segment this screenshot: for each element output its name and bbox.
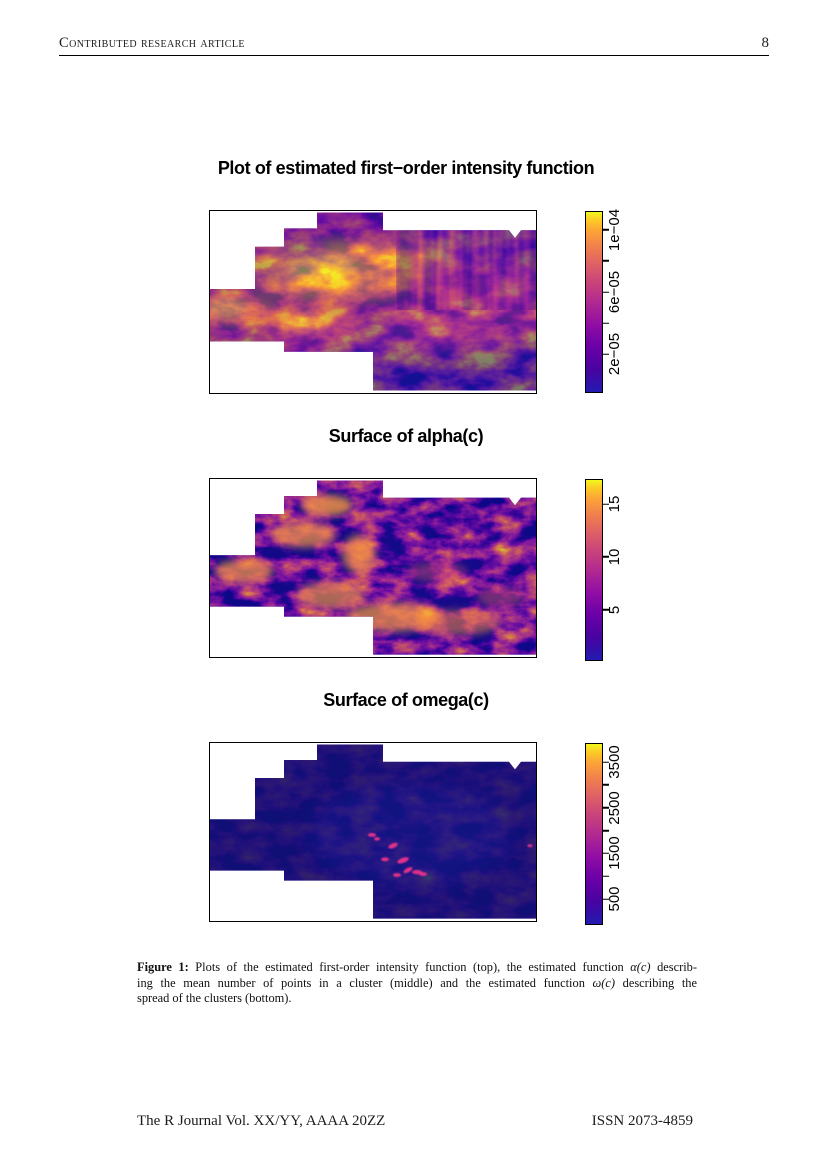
colorbar-tick-label: 500 <box>606 886 623 912</box>
colorbar-tick <box>603 260 609 262</box>
header-title: Contributed research article <box>59 35 245 51</box>
colorbar-tick-label: 6e−05 <box>606 271 623 314</box>
colorbar-gradient <box>585 211 603 393</box>
colorbar-ticks: 5 10 15 <box>603 480 645 658</box>
figure-caption: Figure 1: Plots of the estimated first-o… <box>137 960 697 1007</box>
colorbar-tick <box>603 898 609 900</box>
plot-frame <box>209 210 537 394</box>
caption-line: ing the mean number of points in a clust… <box>137 975 697 990</box>
colorbar-tick <box>603 353 609 356</box>
footer-issn: ISSN 2073-4859 <box>591 1113 693 1129</box>
high-value-specks <box>368 832 533 877</box>
colorbar-tick-label: 1500 <box>606 836 623 871</box>
caption-line: spread of the clusters (bottom). <box>137 991 292 1006</box>
figure-omega: Surface of omega(c) 500 1500 2500 3500 <box>209 690 645 926</box>
colorbar-gradient <box>585 743 603 925</box>
colorbar-ticks: 500 1500 2500 3500 <box>603 744 645 922</box>
plot-title-omega: Surface of omega(c) <box>323 690 489 710</box>
colorbar-tick <box>603 555 609 558</box>
colorbar-intensity: 2e−05 6e−05 1e−04 <box>585 208 645 393</box>
header-rule <box>59 55 769 56</box>
colorbar-tick-label: 15 <box>606 495 623 513</box>
colorbar-tick <box>603 291 609 293</box>
footer-journal: The R Journal Vol. XX/YY, AAAA 20ZZ <box>137 1113 386 1129</box>
figure-alpha: Surface of alpha(c) 5 10 15 <box>209 426 645 662</box>
plot-frame <box>209 478 537 658</box>
plot-frame <box>209 742 537 922</box>
colorbar-tick <box>603 761 609 763</box>
heatmap-intensity <box>209 210 537 394</box>
colorbar-tick <box>603 807 609 809</box>
page-header: Contributed research article 8 <box>59 35 769 52</box>
heatmap-alpha <box>209 478 537 658</box>
caption-line: Figure 1: Plots of the estimated first-o… <box>137 960 697 974</box>
colorbar-tick-label: 3500 <box>606 745 623 779</box>
colorbar-tick <box>603 829 609 832</box>
colorbar-tick-label: 1e−04 <box>606 208 623 251</box>
colorbar-tick <box>603 609 609 611</box>
page-footer: The R Journal Vol. XX/YY, AAAA 20ZZ ISSN… <box>137 1113 693 1130</box>
figure-intensity: Plot of estimated first−order intensity … <box>209 158 645 394</box>
colorbar-tick-label: 10 <box>606 548 623 565</box>
colorbar-tick-label: 2e−05 <box>606 333 623 376</box>
colorbar-tick <box>603 503 609 505</box>
colorbar-tick <box>603 322 609 324</box>
colorbar-tick <box>603 852 609 855</box>
plot-title-intensity: Plot of estimated first−order intensity … <box>217 158 595 178</box>
colorbar-alpha: 5 10 15 <box>585 479 645 661</box>
colorbar-gradient <box>585 479 603 661</box>
colorbar-tick-label: 2500 <box>606 791 623 825</box>
colorbar-tick <box>603 784 609 786</box>
colorbar-tick <box>603 229 609 231</box>
colorbar-omega: 500 1500 2500 3500 <box>585 743 645 925</box>
colorbar-ticks: 2e−05 6e−05 1e−04 <box>603 208 645 390</box>
colorbar-tick-label: 5 <box>606 605 623 615</box>
page-number: 8 <box>761 35 770 51</box>
plot-title-alpha: Surface of alpha(c) <box>328 426 484 446</box>
heatmap-omega <box>209 742 537 922</box>
colorbar-tick <box>603 875 609 878</box>
